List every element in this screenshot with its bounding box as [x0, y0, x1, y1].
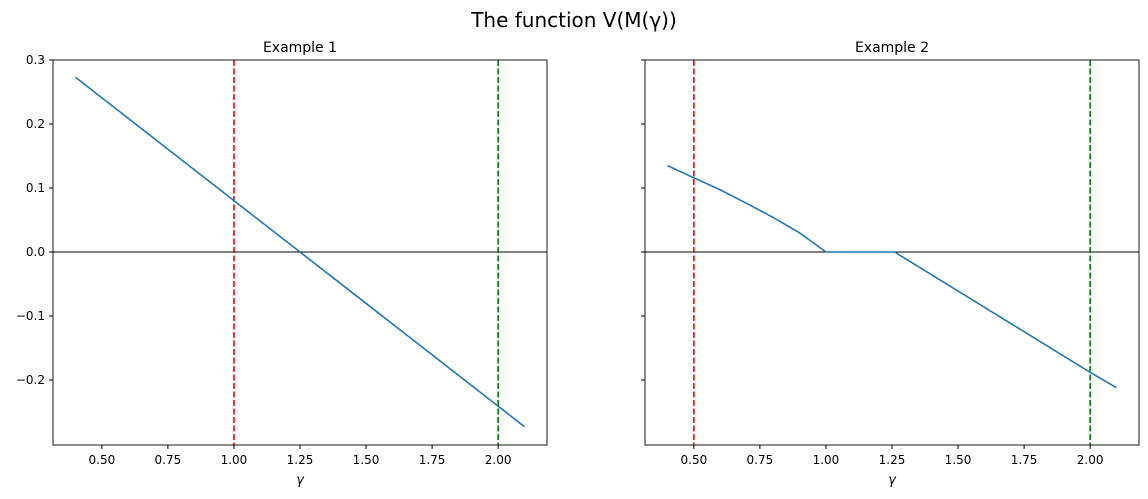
subplot-2: Example 2 0.50 0.75 1.00 1.25 1.50 1.75 2.00 γ	[641, 40, 1140, 488]
y-tick-label: 0.3	[26, 53, 45, 67]
y-tick-label: −0.2	[16, 373, 45, 387]
x-axis-label: γ	[888, 473, 897, 488]
x-tick-label: 0.50	[681, 453, 708, 467]
y-tick-label: 0.2	[26, 117, 45, 131]
x-tick-label: 0.50	[89, 453, 116, 467]
x-tick-label: 1.50	[353, 453, 380, 467]
series-line	[75, 76, 525, 428]
subplot-title: Example 1	[263, 40, 337, 56]
x-tick-label: 1.75	[1011, 453, 1038, 467]
subplot-1: Example 1 0.50 0.75 1.00 1.25 1.50 1.75 2.00 0.3…	[16, 40, 548, 488]
x-axis-label: γ	[296, 473, 305, 488]
x-tick-label: 0.75	[155, 453, 182, 467]
x-tick-label: 1.75	[419, 453, 446, 467]
x-tick-label: 2.00	[485, 453, 512, 467]
subplot-title: Example 2	[855, 40, 929, 56]
x-tick-label: 0.75	[747, 453, 774, 467]
x-tick-label: 1.25	[879, 453, 906, 467]
x-tick-label: 1.50	[945, 453, 972, 467]
x-tick-label: 1.00	[813, 453, 840, 467]
x-tick-label: 1.25	[287, 453, 314, 467]
figure-title: The function V(M(γ))	[471, 8, 677, 32]
series-line	[667, 164, 1117, 389]
x-tick-label: 2.00	[1077, 453, 1104, 467]
x-tick-label: 1.00	[221, 453, 248, 467]
y-tick-label: −0.1	[16, 309, 45, 323]
y-tick-label: 0.1	[26, 181, 45, 195]
y-tick-label: 0.0	[26, 245, 45, 259]
